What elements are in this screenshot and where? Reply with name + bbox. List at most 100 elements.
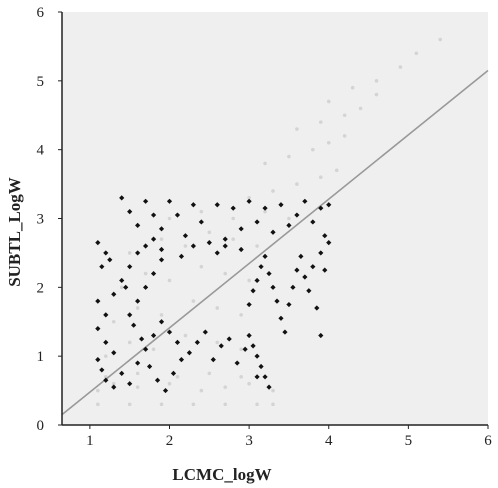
background-point [374,92,379,97]
highlight-point [286,301,292,308]
highlight-point [246,301,252,308]
highlight-point [150,212,157,218]
highlight-point [326,202,332,208]
background-point [398,65,403,69]
background-point [342,113,347,118]
highlight-point [127,264,133,270]
highlight-point [258,363,264,370]
highlight-point [254,277,260,284]
highlight-point [294,212,300,218]
background-point [295,127,299,131]
highlight-point [99,264,105,270]
y-tick-label: 3 [37,212,45,228]
highlight-point [286,222,292,228]
highlight-point [178,253,185,259]
x-tick-label: 1 [86,433,94,449]
highlight-point [198,219,204,225]
highlight-point [119,370,125,376]
highlight-point [178,357,185,363]
highlight-point [150,270,157,277]
highlight-point [234,360,240,366]
background-point [287,154,291,159]
background-point [135,371,140,376]
highlight-point [270,284,276,290]
highlight-point [146,363,153,370]
background-point [215,340,220,345]
background-point [183,333,188,338]
highlight-point [202,329,208,335]
background-point [223,402,228,407]
highlight-point [123,284,129,290]
highlight-point [294,267,300,273]
highlight-point [262,205,268,211]
highlight-point [158,226,165,232]
background-point [127,340,132,345]
y-tick-label: 1 [37,349,45,365]
tick-labels: 1 2 3 4 5 6 0 1 2 3 4 5 6 [37,5,493,449]
highlight-point [298,253,304,259]
regression-line [61,69,489,416]
background-point [135,306,140,310]
highlight-point [190,202,196,208]
plot-area [62,12,488,425]
background-point [311,147,315,152]
highlight-point [318,205,324,211]
highlight-point [150,332,157,339]
highlight-point [302,198,308,204]
background-point [159,237,164,241]
x-tick-label: 2 [166,433,174,449]
highlight-point [322,267,328,273]
background-point [199,388,204,393]
highlight-point [95,298,101,304]
highlight-point [238,246,244,253]
background-point [414,51,419,56]
background-point [438,37,443,42]
background-point [255,244,259,248]
background-point [183,244,188,248]
background-point [96,388,100,393]
background-point [247,278,251,283]
background-point [263,161,267,166]
highlight-point [154,377,161,383]
highlight-point [143,346,149,352]
highlight-point [186,350,193,356]
highlight-point [242,346,248,352]
highlight-point [266,270,272,277]
highlight-point [143,243,149,249]
highlight-point [158,257,165,263]
background-point [159,313,164,317]
highlight-point [226,336,232,342]
highlight-point [310,264,316,270]
highlight-point [135,222,141,228]
highlight-point [310,219,316,225]
highlight-point [119,195,125,201]
background-point [326,99,331,104]
y-tick-label: 5 [37,74,45,90]
highlight-point [103,339,109,345]
highlight-point [95,326,101,332]
background-point [127,251,132,255]
highlight-point [214,202,220,208]
y-tick-label: 6 [37,5,45,21]
highlight-point [230,205,236,211]
highlight-point [127,312,133,318]
highlight-point [103,377,109,383]
highlight-point [250,343,256,349]
y-tick-label: 0 [37,418,45,434]
highlight-point [95,239,101,246]
highlight-point [322,233,328,239]
background-point [103,354,108,358]
highlight-point [174,212,181,218]
highlight-point [270,229,276,235]
highlight-point [135,298,141,304]
background-point [167,381,172,386]
background-point [239,375,243,379]
y-tick-label: 4 [37,143,45,159]
background-point [287,216,291,221]
background-point [239,313,243,317]
highlight-point [262,253,268,259]
background-point [143,271,148,276]
highlight-point [250,288,256,294]
highlight-point [218,343,224,349]
